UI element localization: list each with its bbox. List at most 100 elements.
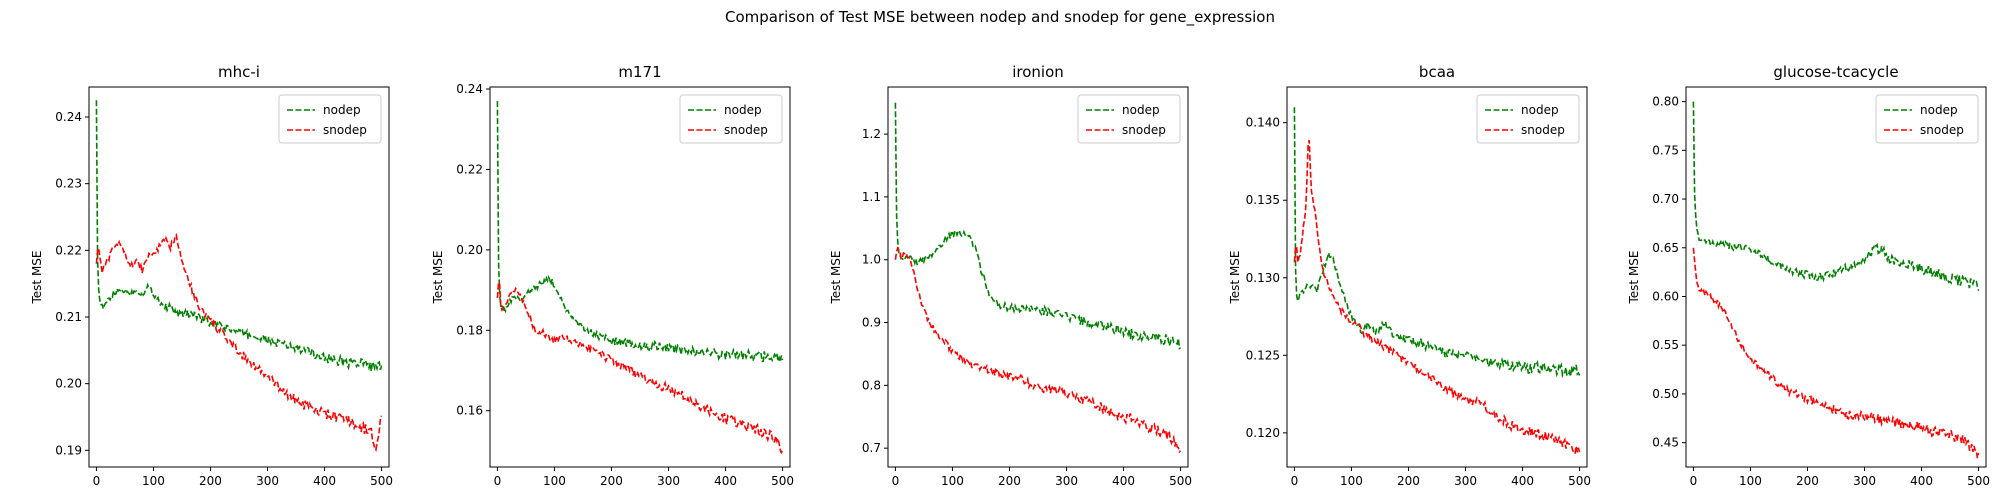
y-tick-label: 0.125 <box>1246 348 1280 362</box>
subplot-title: m171 <box>618 63 661 81</box>
x-tick-label: 500 <box>771 474 794 488</box>
legend-label-nodep: nodep <box>724 103 762 117</box>
subplot-title: bcaa <box>1419 63 1455 81</box>
x-tick-label: 400 <box>313 474 336 488</box>
y-tick-label: 0.18 <box>456 323 483 337</box>
y-tick-label: 0.50 <box>1652 387 1679 401</box>
plot-frame <box>88 86 390 468</box>
legend: nodep snodep <box>1875 94 1979 144</box>
y-axis-label: Test MSE <box>829 251 843 305</box>
series-line-nodep <box>894 102 1181 350</box>
y-tick-label: 0.65 <box>1652 241 1679 255</box>
y-tick-label: 0.120 <box>1246 426 1280 440</box>
x-tick-label: 300 <box>1055 474 1078 488</box>
subplot-grid: mhc-i 0 100 200 300 400 500 0.19 0.20 0.21 0.22 0.2… <box>30 63 1990 488</box>
y-axis-label: Test MSE <box>30 251 44 305</box>
y-tick-label: 0.9 <box>862 316 881 330</box>
x-tick-label: 0 <box>494 474 502 488</box>
legend-label-snodep: snodep <box>1521 123 1565 137</box>
series-line-nodep <box>95 100 383 372</box>
x-tick-label: 400 <box>1511 474 1534 488</box>
y-tick-label: 0.20 <box>456 243 483 257</box>
y-tick-label: 0.135 <box>1246 193 1280 207</box>
x-tick-label: 100 <box>941 474 964 488</box>
subplot-title: mhc-i <box>218 63 260 81</box>
x-tick-label: 500 <box>1568 474 1591 488</box>
x-tick-label: 200 <box>998 474 1021 488</box>
y-tick-label: 0.60 <box>1652 289 1679 303</box>
subplot-1: mhc-i 0 100 200 300 400 500 0.19 0.20 0.21 0.22 0.2… <box>30 63 393 488</box>
y-tick-label: 1.0 <box>862 253 881 267</box>
x-tick-label: 200 <box>199 474 222 488</box>
x-tick-label: 100 <box>1340 474 1363 488</box>
legend-box <box>1476 94 1580 144</box>
y-tick-label: 0.55 <box>1652 338 1679 352</box>
y-tick-label: 0.20 <box>55 377 82 391</box>
subplot-2: m171 0 100 200 300 400 500 0.16 0.18 0.20 0.22 0.24… <box>431 63 794 488</box>
series-line-nodep <box>1692 101 1980 291</box>
y-tick-label: 0.7 <box>862 441 881 455</box>
series-line-snodep <box>95 233 383 452</box>
y-tick-label: 0.45 <box>1652 436 1679 450</box>
y-tick-label: 0.19 <box>55 443 82 457</box>
x-tick-label: 500 <box>1169 474 1192 488</box>
x-tick-label: 300 <box>1853 474 1876 488</box>
series-line-snodep <box>496 281 784 455</box>
y-tick-label: 0.130 <box>1246 271 1280 285</box>
legend-box <box>1875 94 1979 144</box>
x-tick-label: 200 <box>1397 474 1420 488</box>
y-tick-label: 0.80 <box>1652 95 1679 109</box>
y-axis-label: Test MSE <box>1627 251 1641 305</box>
plot-frame <box>1685 86 1987 468</box>
y-tick-label: 0.140 <box>1246 116 1280 130</box>
legend-label-nodep: nodep <box>1920 103 1958 117</box>
x-tick-label: 400 <box>714 474 737 488</box>
series-line-snodep <box>1692 247 1980 459</box>
x-tick-label: 400 <box>1112 474 1135 488</box>
y-tick-label: 0.22 <box>55 243 82 257</box>
plot-frame <box>489 86 791 468</box>
legend: nodep snodep <box>1077 94 1181 144</box>
legend-label-snodep: snodep <box>1122 123 1166 137</box>
subplot-3: ironion 0 100 200 300 400 500 0.7 0.8 0.9 1.0 1.1 1.… <box>829 63 1192 488</box>
legend-label-snodep: snodep <box>323 123 367 137</box>
legend-label-nodep: nodep <box>1122 103 1160 117</box>
y-tick-label: 0.23 <box>55 177 82 191</box>
legend: nodep snodep <box>679 94 783 144</box>
legend-box <box>278 94 382 144</box>
x-tick-label: 0 <box>1291 474 1299 488</box>
y-tick-label: 0.24 <box>456 82 483 96</box>
x-tick-label: 400 <box>1910 474 1933 488</box>
y-tick-label: 0.75 <box>1652 143 1679 157</box>
legend-label-nodep: nodep <box>323 103 361 117</box>
x-tick-label: 500 <box>370 474 393 488</box>
plot-frame <box>1286 86 1588 468</box>
y-axis-label: Test MSE <box>1228 251 1242 305</box>
x-tick-label: 500 <box>1967 474 1990 488</box>
legend: nodep snodep <box>1476 94 1580 144</box>
y-tick-label: 0.8 <box>862 378 881 392</box>
legend-label-snodep: snodep <box>1920 123 1964 137</box>
x-tick-label: 0 <box>1690 474 1698 488</box>
x-tick-label: 100 <box>543 474 566 488</box>
y-tick-label: 0.16 <box>456 404 483 418</box>
x-tick-label: 0 <box>93 474 101 488</box>
y-axis-label: Test MSE <box>431 251 445 305</box>
x-tick-label: 0 <box>892 474 900 488</box>
x-tick-label: 300 <box>256 474 279 488</box>
y-tick-label: 1.1 <box>862 190 881 204</box>
y-tick-label: 1.2 <box>862 127 881 141</box>
series-line-snodep <box>894 246 1182 454</box>
series-line-snodep <box>1293 139 1581 456</box>
figure-suptitle: Comparison of Test MSE between nodep and… <box>725 8 1275 27</box>
series-line-nodep <box>496 101 784 364</box>
subplot-title: ironion <box>1012 63 1064 81</box>
y-tick-label: 0.24 <box>55 110 82 124</box>
legend-label-snodep: snodep <box>724 123 768 137</box>
x-tick-label: 300 <box>657 474 680 488</box>
x-tick-label: 100 <box>142 474 165 488</box>
x-tick-label: 300 <box>1454 474 1477 488</box>
y-tick-label: 0.21 <box>55 310 82 324</box>
plot-frame <box>887 86 1189 468</box>
